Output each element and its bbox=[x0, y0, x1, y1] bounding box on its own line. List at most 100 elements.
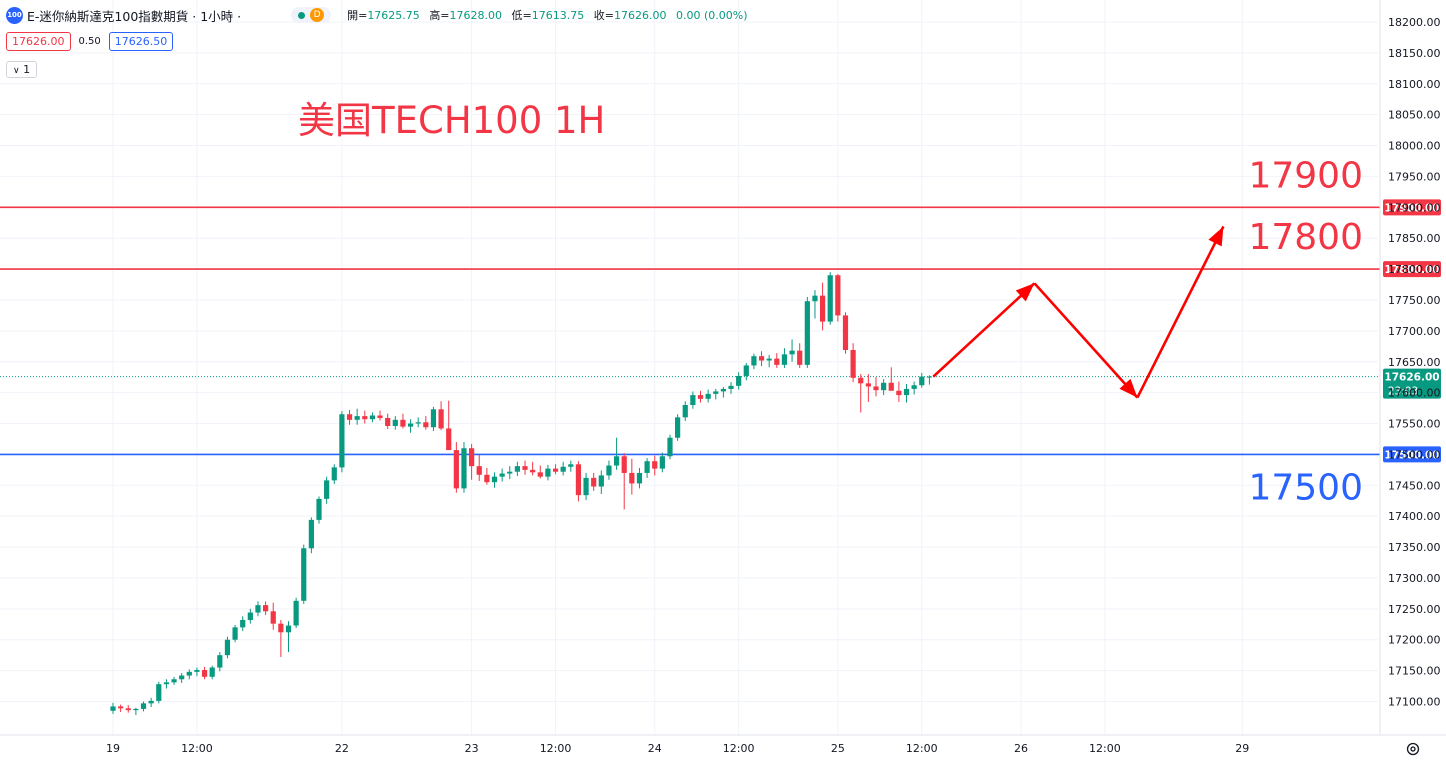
candle-body bbox=[240, 619, 246, 628]
candle-body bbox=[758, 356, 765, 361]
x-tick-label: 23 bbox=[465, 742, 479, 755]
price-level-tag-bg bbox=[1383, 199, 1441, 216]
candle-body bbox=[743, 365, 749, 376]
high-label: 高= bbox=[429, 9, 450, 22]
low-value: 17613.75 bbox=[531, 9, 585, 22]
candlestick-series bbox=[110, 272, 933, 716]
candle-body bbox=[148, 700, 154, 704]
x-tick-label: 12:00 bbox=[1089, 742, 1121, 755]
indicators-toggle[interactable]: ∨ 1 bbox=[6, 61, 38, 78]
candle-body bbox=[163, 682, 170, 685]
price-level-tag: 17500.00 bbox=[1384, 449, 1439, 461]
candle-body bbox=[224, 639, 231, 656]
candle-body bbox=[705, 393, 711, 399]
price-level-label: 17500 bbox=[1248, 467, 1363, 508]
candle-body bbox=[728, 385, 734, 389]
y-tick-label: 18050.00 bbox=[1388, 109, 1441, 122]
candle-body bbox=[217, 655, 223, 668]
candle-body bbox=[156, 684, 162, 701]
candle-body bbox=[140, 703, 147, 709]
candle-body bbox=[407, 423, 414, 427]
market-status[interactable]: D bbox=[291, 7, 332, 23]
candle-body bbox=[636, 472, 643, 484]
y-tick-label: 17450.00 bbox=[1388, 479, 1441, 492]
buy-button[interactable]: 17626.50 bbox=[108, 32, 174, 51]
spread-value: 0.50 bbox=[78, 36, 101, 47]
candle-body bbox=[736, 375, 742, 386]
last-price-tag-bg bbox=[1383, 368, 1441, 399]
candle-body bbox=[530, 469, 536, 473]
price-axis[interactable]: 17100.00 17150.00 17200.00 17250.00 17300.00… bbox=[1379, 0, 1441, 735]
projection-segment bbox=[1033, 282, 1139, 399]
candle-body bbox=[804, 301, 810, 365]
y-tick-label: 18150.00 bbox=[1388, 47, 1441, 60]
candle-body bbox=[232, 627, 238, 640]
candle-body bbox=[667, 437, 673, 457]
chart-grid bbox=[0, 0, 1378, 735]
candle-body bbox=[774, 358, 780, 365]
candle-body bbox=[697, 395, 704, 399]
projection-arrowhead bbox=[1119, 378, 1138, 398]
candle-body bbox=[881, 382, 887, 391]
candle-body bbox=[575, 464, 582, 496]
candle-body bbox=[499, 473, 505, 477]
candle-body bbox=[583, 477, 589, 496]
candle-body bbox=[713, 391, 719, 394]
y-tick-label: 17650.00 bbox=[1388, 356, 1441, 369]
candle-body bbox=[621, 456, 627, 473]
candle-body bbox=[110, 706, 116, 711]
candle-body bbox=[446, 428, 452, 451]
y-tick-label: 17950.00 bbox=[1388, 170, 1441, 183]
candle-body bbox=[186, 671, 192, 676]
candle-body bbox=[201, 669, 208, 677]
candle-body bbox=[453, 450, 459, 489]
y-tick-label: 17200.00 bbox=[1388, 634, 1441, 647]
y-tick-label: 17700.00 bbox=[1388, 325, 1441, 338]
candle-body bbox=[781, 354, 788, 365]
ohlc-values: 開=17625.75 高=17628.00 低=17613.75 收=17626… bbox=[347, 7, 747, 23]
candle-body bbox=[659, 456, 665, 469]
candle-body bbox=[133, 708, 139, 711]
candle-body bbox=[819, 295, 826, 322]
candle-body bbox=[835, 275, 841, 316]
candle-body bbox=[354, 416, 360, 420]
projection-arrowhead bbox=[1015, 283, 1035, 302]
change-value: 0.00 (0.00%) bbox=[675, 9, 748, 22]
candle-body bbox=[850, 350, 856, 378]
candle-body bbox=[293, 600, 299, 626]
y-tick-label: 17250.00 bbox=[1388, 603, 1441, 616]
candle-body bbox=[720, 388, 726, 392]
candle-body bbox=[591, 477, 597, 487]
candle-body bbox=[415, 422, 421, 424]
symbol-title[interactable]: E-迷你納斯達克100指數期貨 · 1小時 · bbox=[27, 8, 242, 24]
trade-buttons: 17626.00 0.50 17626.50 bbox=[6, 32, 174, 51]
projection-segment bbox=[932, 282, 1036, 378]
y-tick-label: 17500.00 bbox=[1388, 448, 1441, 461]
close-value: 17626.00 bbox=[613, 9, 667, 22]
y-tick-label: 18100.00 bbox=[1388, 78, 1441, 91]
price-level-tag-bg bbox=[1383, 261, 1441, 278]
symbol-header: 100 E-迷你納斯達克100指數期貨 · 1小時 · D 開=17625.75… bbox=[6, 5, 748, 25]
x-tick-label: 12:00 bbox=[540, 742, 572, 755]
candle-body bbox=[888, 382, 894, 391]
sell-button[interactable]: 17626.00 bbox=[6, 32, 71, 51]
candle-body bbox=[682, 404, 688, 418]
projection-arrowhead bbox=[1208, 226, 1224, 247]
price-level-tag-bg bbox=[1383, 446, 1441, 463]
y-tick-label: 17300.00 bbox=[1388, 572, 1441, 585]
gear-icon[interactable] bbox=[1406, 742, 1420, 756]
candle-body bbox=[308, 519, 314, 549]
candle-body bbox=[247, 612, 253, 620]
candle-body bbox=[339, 414, 345, 468]
candle-body bbox=[400, 419, 406, 427]
y-tick-label: 17150.00 bbox=[1388, 665, 1441, 678]
candle-body bbox=[873, 386, 879, 391]
time-axis[interactable]: 12:001912:00222312:002412:002512:002612:… bbox=[0, 734, 1446, 755]
chevron-down-icon: ∨ bbox=[13, 66, 20, 76]
candle-body bbox=[613, 456, 620, 466]
candle-body bbox=[751, 356, 757, 366]
y-tick-label: 18000.00 bbox=[1388, 140, 1441, 153]
symbol-logo[interactable]: 100 bbox=[6, 6, 23, 24]
candle-body bbox=[644, 461, 650, 473]
